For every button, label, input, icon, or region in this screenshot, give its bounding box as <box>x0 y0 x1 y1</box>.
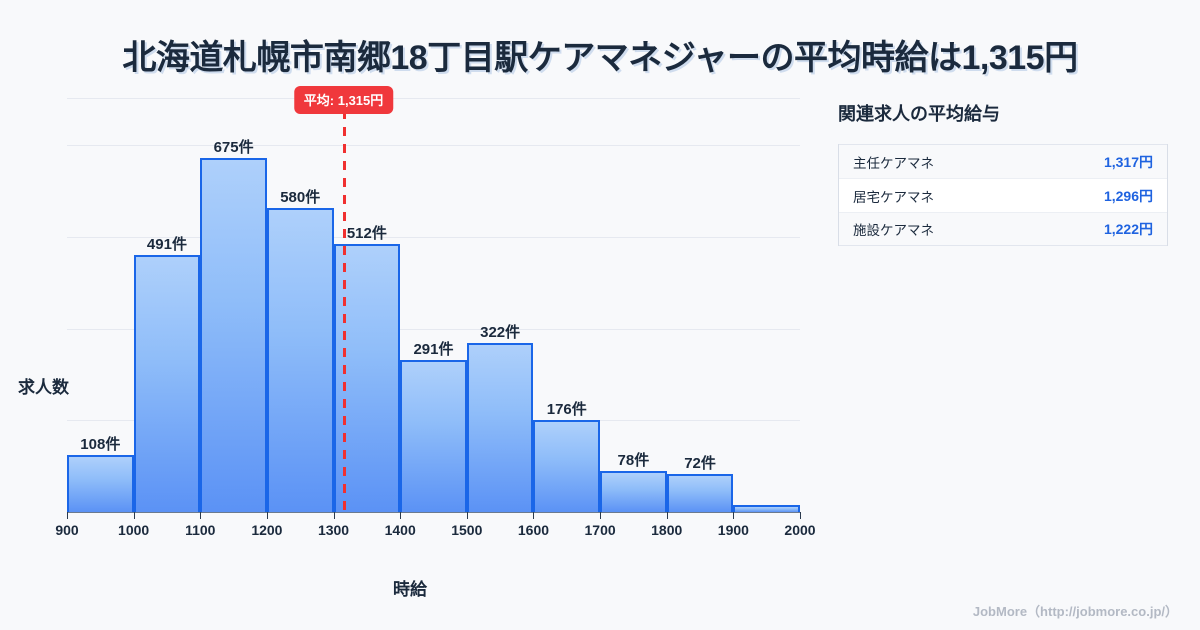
x-axis-tick-label: 1700 <box>584 522 616 538</box>
table-row: 施設ケアマネ 1,222円 <box>839 212 1167 246</box>
gridline <box>67 145 800 147</box>
table-row-label: 主任ケアマネ <box>853 155 934 171</box>
x-axis-tick <box>200 512 202 519</box>
bar-value-label: 491件 <box>146 235 187 253</box>
bar-value-label: 72件 <box>684 455 716 473</box>
bar-value-label: 176件 <box>546 400 587 418</box>
x-axis-tick <box>133 512 135 519</box>
x-axis-tick-label: 2000 <box>784 522 816 538</box>
footer-attribution: JobMore（http://jobmore.co.jp/） <box>972 604 1178 619</box>
x-axis-tick-label: 1000 <box>118 522 150 538</box>
histogram-bar <box>466 343 534 512</box>
x-axis-label: 時給 <box>393 580 427 599</box>
x-axis-tick-label: 1300 <box>317 522 350 538</box>
histogram-bar <box>200 158 267 512</box>
table-row-label: 居宅ケアマネ <box>853 189 934 205</box>
histogram-bar <box>533 419 601 512</box>
gridline <box>67 328 800 330</box>
gridline <box>67 98 800 99</box>
histogram-bar <box>266 208 334 512</box>
x-axis-tick <box>333 512 335 519</box>
histogram-bar <box>666 474 734 512</box>
x-axis-tick <box>666 512 668 519</box>
bar-value-label: 78件 <box>617 452 650 470</box>
x-axis-tick <box>733 512 735 519</box>
histogram-chart: 求人数 時給 108件 491件 675件 580件 512件 291件 322件 176件 7… <box>0 86 820 599</box>
related-salary-panel: 関連求人の平均給与 主任ケアマネ 1,317円居宅ケアマネ 1,296円施設ケアマネ… <box>838 100 1168 246</box>
x-axis-tick-label: 1500 <box>451 522 483 538</box>
y-axis-label: 求人数 <box>18 378 69 397</box>
table-row-value: 1,296円 <box>1103 187 1153 204</box>
x-axis-tick <box>400 512 402 519</box>
histogram-bar <box>733 504 800 512</box>
histogram-bars <box>67 98 800 512</box>
x-axis-tick-label: 1400 <box>384 522 416 538</box>
table-row: 居宅ケアマネ 1,296円 <box>839 178 1167 212</box>
x-axis-tick-label: 1800 <box>651 522 683 538</box>
bar-value-label: 322件 <box>480 324 521 342</box>
bar-value-label: 291件 <box>413 340 454 358</box>
histogram-bar <box>67 455 134 512</box>
bar-value-label: 675件 <box>213 139 254 157</box>
x-axis-tick <box>466 512 468 519</box>
x-axis-tick <box>266 512 268 519</box>
x-axis-tick-label: 1200 <box>251 522 283 538</box>
x-axis-tick <box>600 512 602 519</box>
bar-value-label: 580件 <box>280 189 321 207</box>
x-axis-tick-label: 1100 <box>185 522 216 538</box>
histogram-bar <box>133 254 201 512</box>
histogram-bar <box>400 359 467 512</box>
table-row-value: 1,317円 <box>1103 153 1153 170</box>
gridline <box>67 236 800 238</box>
x-axis-tick <box>67 512 68 519</box>
side-panel-title: 関連求人の平均給与 <box>838 104 1000 124</box>
table-row-value: 1,222円 <box>1103 221 1153 237</box>
related-salary-table: 主任ケアマネ 1,317円居宅ケアマネ 1,296円施設ケアマネ 1,222円 <box>838 144 1168 246</box>
table-row-label: 施設ケアマネ <box>853 223 934 238</box>
x-axis-tick-label: 1900 <box>717 522 749 538</box>
x-axis-line <box>67 512 800 513</box>
histogram-bar <box>600 471 667 512</box>
x-axis-tick <box>800 512 801 519</box>
x-axis-tick <box>533 512 535 519</box>
bar-value-label: 108件 <box>80 436 121 454</box>
bar-value-label: 512件 <box>346 224 387 242</box>
mean-value-badge: 平均: 1,315円 <box>293 86 394 114</box>
x-axis-tick-label: 1600 <box>517 522 550 538</box>
page-title: 北海道札幌市南郷18丁目駅ケアマネジャーの平均時給は1,315円 <box>122 39 1078 77</box>
table-row: 主任ケアマネ 1,317円 <box>839 144 1167 178</box>
x-axis-tick-label: 900 <box>55 522 79 538</box>
mean-dashed-line <box>342 110 346 512</box>
